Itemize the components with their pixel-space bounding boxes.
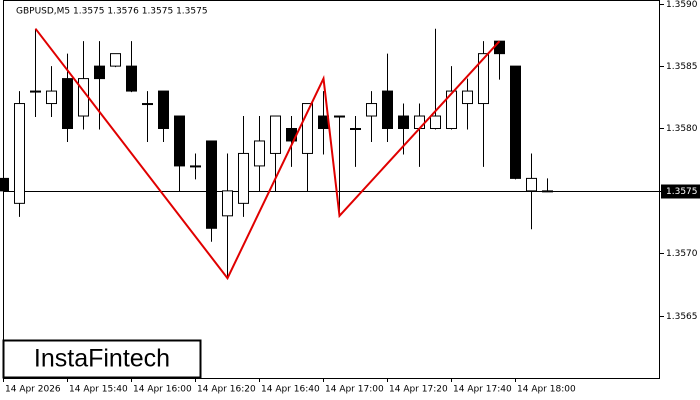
bullish-body bbox=[142, 103, 153, 106]
x-tick-label: 14 Apr 17:20 bbox=[389, 385, 448, 395]
bearish-body bbox=[158, 90, 169, 129]
y-tick-label: 1.3585 bbox=[666, 62, 698, 72]
x-tick-label: 14 Apr 16:40 bbox=[261, 385, 320, 395]
x-tick-label: 14 Apr 17:40 bbox=[453, 385, 512, 395]
bullish-body bbox=[462, 90, 473, 105]
x-tick-label: 14 Apr 15:40 bbox=[69, 385, 128, 395]
logo-box bbox=[2, 339, 202, 379]
bearish-body bbox=[174, 115, 185, 167]
y-tick-label: 1.3570 bbox=[666, 249, 698, 259]
bearish-body bbox=[62, 78, 73, 129]
y-tick-label: 1.3590 bbox=[666, 0, 698, 10]
bullish-body bbox=[190, 165, 201, 168]
bearish-body bbox=[398, 115, 409, 129]
x-tick-label: 14 Apr 17:00 bbox=[325, 385, 384, 395]
bullish-body bbox=[238, 152, 249, 204]
bullish-body bbox=[110, 53, 121, 67]
y-tick-label: 1.3565 bbox=[666, 312, 698, 322]
y-tick-label: 1.3580 bbox=[666, 124, 698, 134]
bullish-body bbox=[78, 78, 89, 117]
bearish-body bbox=[382, 90, 393, 129]
bearish-body bbox=[0, 177, 9, 192]
bullish-body bbox=[526, 177, 537, 192]
bullish-body bbox=[430, 115, 441, 129]
x-tick-label: 14 Apr 18:00 bbox=[517, 385, 576, 395]
bullish-body bbox=[30, 90, 41, 93]
bullish-body bbox=[222, 190, 233, 217]
x-tick-label: 14 Apr 16:20 bbox=[197, 385, 256, 395]
bullish-body bbox=[270, 115, 281, 154]
bullish-body bbox=[14, 103, 25, 204]
bullish-body bbox=[446, 90, 457, 129]
bullish-body bbox=[542, 190, 553, 193]
bullish-body bbox=[478, 53, 489, 105]
bearish-body bbox=[126, 65, 137, 92]
bullish-body bbox=[366, 103, 377, 117]
bearish-body bbox=[94, 65, 105, 80]
bullish-body bbox=[414, 115, 425, 129]
logo: InstaFintech bbox=[34, 345, 170, 373]
bearish-body bbox=[510, 65, 521, 179]
chart-title: GBPUSD,M5 1.3575 1.3576 1.3575 1.3575 bbox=[16, 7, 208, 17]
bearish-body bbox=[318, 115, 329, 129]
price-label: 1.3575 bbox=[666, 187, 698, 197]
bullish-body bbox=[334, 115, 345, 118]
bullish-body bbox=[350, 127, 361, 130]
bullish-body bbox=[46, 90, 57, 105]
x-tick-label: 14 Apr 2026 bbox=[5, 385, 61, 395]
bearish-body bbox=[494, 40, 505, 55]
pattern-line bbox=[34, 28, 501, 281]
bullish-body bbox=[254, 140, 265, 167]
x-tick-label: 14 Apr 16:00 bbox=[133, 385, 192, 395]
price-label-box bbox=[661, 184, 700, 199]
bearish-body bbox=[206, 140, 217, 229]
bullish-body bbox=[302, 103, 313, 154]
